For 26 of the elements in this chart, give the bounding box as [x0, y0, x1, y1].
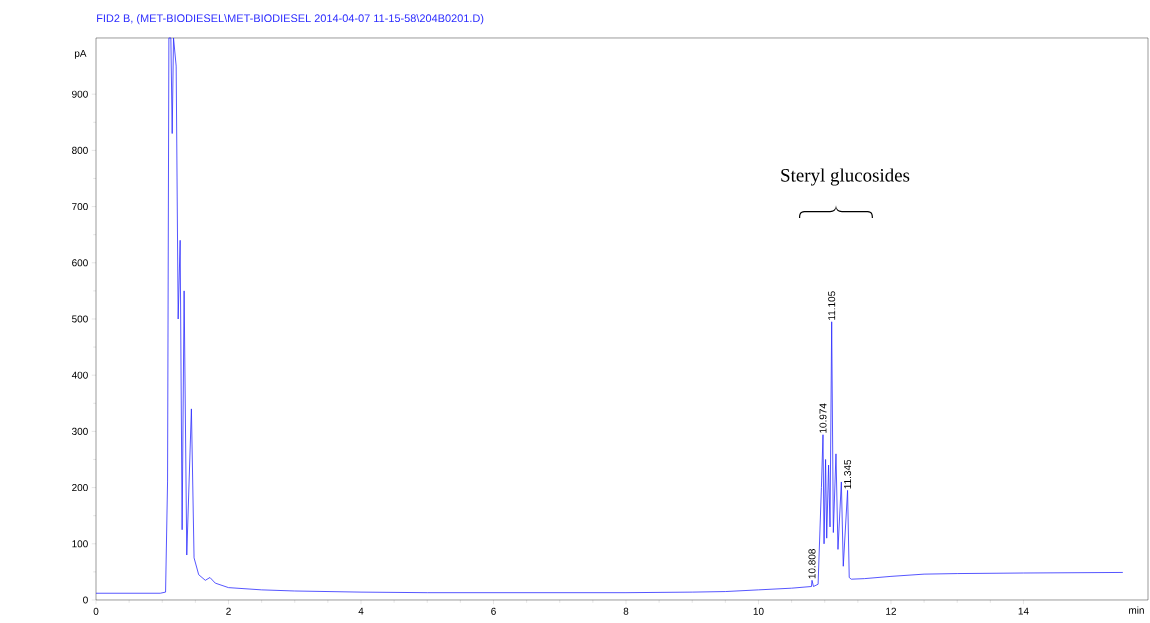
y-tick-label: 300 — [71, 427, 88, 435]
chart-title: FID2 B, (MET-BIODIESEL\MET-BIODIESEL 2014-04-07 11-15-58\204B0201.D) — [97, 14, 484, 25]
x-axis-title: min — [1129, 606, 1144, 614]
annotation: Steryl glucosides — [781, 168, 910, 186]
y-tick-label: 700 — [72, 203, 88, 211]
y-tick-label: 800 — [72, 146, 88, 154]
annotation: 11.105 — [828, 291, 836, 320]
x-tick-label: 2 — [226, 607, 231, 615]
y-tick-label: 900 — [72, 90, 88, 98]
x-tick-label: 10 — [753, 607, 764, 615]
x-tick-label: 14 — [1018, 607, 1029, 615]
y-tick-label: 200 — [72, 484, 88, 492]
x-tick-label: 8 — [623, 607, 629, 615]
y-tick-label: 400 — [71, 371, 88, 379]
annotation: 10.974 — [819, 403, 827, 433]
annotation: 11.345 — [844, 459, 852, 489]
y-tick-label: 600 — [72, 259, 88, 267]
x-tick-label: 6 — [491, 607, 496, 615]
y-tick-label: 0 — [83, 596, 88, 604]
annotation: 10.808 — [808, 549, 816, 579]
x-tick-label: 4 — [358, 607, 364, 615]
y-tick-label: 500 — [72, 315, 88, 323]
y-tick-label: 100 — [72, 540, 88, 548]
x-tick-label: 12 — [886, 607, 897, 615]
y-axis-title: pA — [74, 49, 87, 59]
x-tick-label: 0 — [93, 607, 99, 615]
